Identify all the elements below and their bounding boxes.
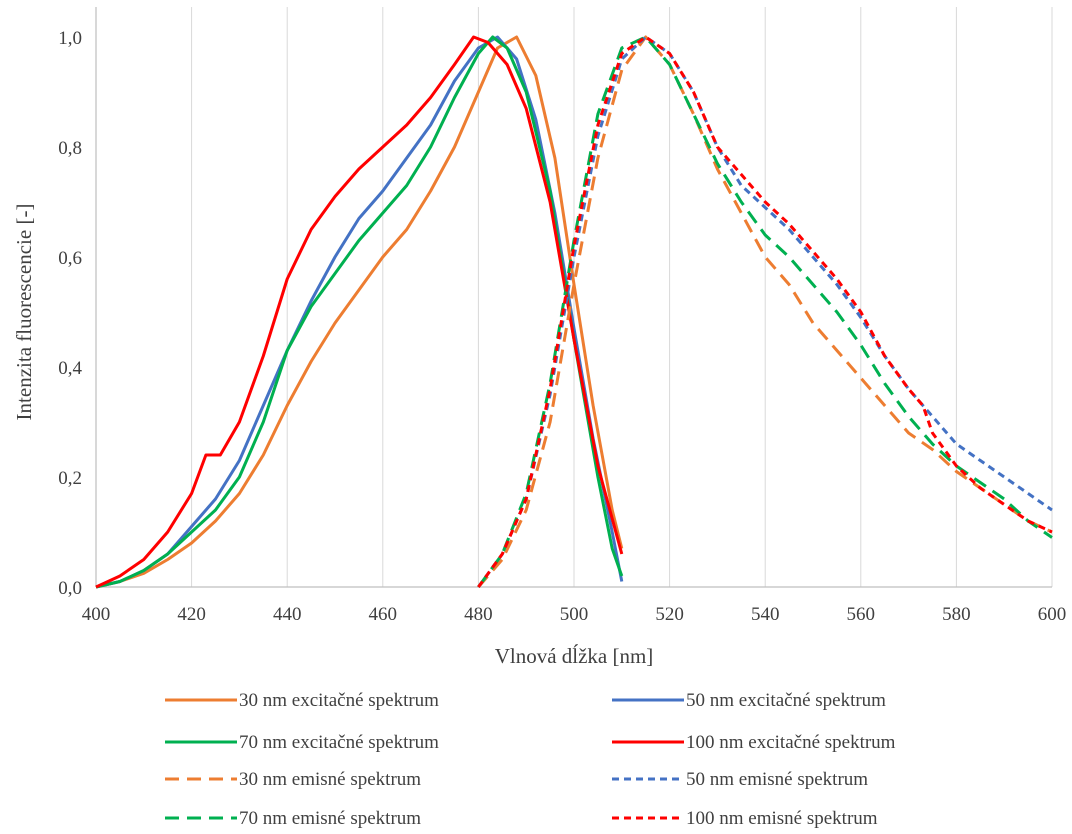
- series-line: [95, 35, 624, 589]
- legend-item: 100 nm excitačné spektrum: [612, 732, 896, 753]
- series-line: [95, 35, 624, 589]
- series-line: [95, 35, 624, 589]
- y-tick-label: 1,0: [58, 28, 82, 49]
- series-line: [477, 35, 1053, 588]
- legend: 30 nm excitačné spektrum 50 nm excitačné …: [165, 690, 896, 829]
- legend-item: 70 nm excitačné spektrum: [165, 732, 439, 753]
- legend-label: 30 nm emisné spektrum: [239, 769, 421, 790]
- legend-item: 70 nm emisné spektrum: [165, 808, 421, 829]
- tick-labels: 400 420 440 460 480 500 520 540 560 580 600 0,0 0,2 0…: [58, 28, 1066, 625]
- series-line: [477, 35, 1053, 588]
- legend-label: 30 nm excitačné spektrum: [239, 690, 439, 711]
- legend-item: 50 nm emisné spektrum: [612, 769, 868, 790]
- legend-item: 100 nm emisné spektrum: [612, 808, 878, 829]
- legend-item: 50 nm excitačné spektrum: [612, 690, 886, 711]
- legend-label: 50 nm emisné spektrum: [686, 769, 868, 790]
- legend-label: 70 nm excitačné spektrum: [239, 732, 439, 753]
- x-axis-title: Vlnová dĺžka [nm]: [495, 644, 654, 668]
- legend-label: 70 nm emisné spektrum: [239, 808, 421, 829]
- x-tick-label: 600: [1038, 604, 1067, 625]
- x-tick-label: 440: [273, 604, 302, 625]
- legend-label: 100 nm excitačné spektrum: [686, 732, 896, 753]
- series-lines: [95, 35, 1053, 589]
- y-tick-label: 0,6: [58, 248, 82, 269]
- x-tick-label: 400: [82, 604, 111, 625]
- x-tick-label: 480: [464, 604, 493, 625]
- y-tick-label: 0,4: [58, 358, 82, 379]
- y-tick-label: 0,0: [58, 578, 82, 599]
- series-line: [95, 35, 624, 589]
- x-tick-label: 420: [177, 604, 206, 625]
- x-tick-label: 560: [847, 604, 876, 625]
- series-line: [477, 35, 1053, 588]
- legend-label: 50 nm excitačné spektrum: [686, 690, 886, 711]
- legend-item: 30 nm excitačné spektrum: [165, 690, 439, 711]
- legend-label: 100 nm emisné spektrum: [686, 808, 878, 829]
- x-tick-label: 520: [655, 604, 684, 625]
- x-tick-label: 540: [751, 604, 780, 625]
- x-tick-label: 580: [942, 604, 971, 625]
- x-tick-label: 460: [369, 604, 398, 625]
- x-tick-label: 500: [560, 604, 589, 625]
- y-axis-title: Intenzita fluorescencie [-]: [12, 204, 36, 421]
- y-tick-label: 0,8: [58, 138, 82, 159]
- gridlines: [191, 7, 1053, 587]
- legend-item: 30 nm emisné spektrum: [165, 769, 421, 790]
- y-tick-label: 0,2: [58, 468, 82, 489]
- axes: [95, 7, 1052, 588]
